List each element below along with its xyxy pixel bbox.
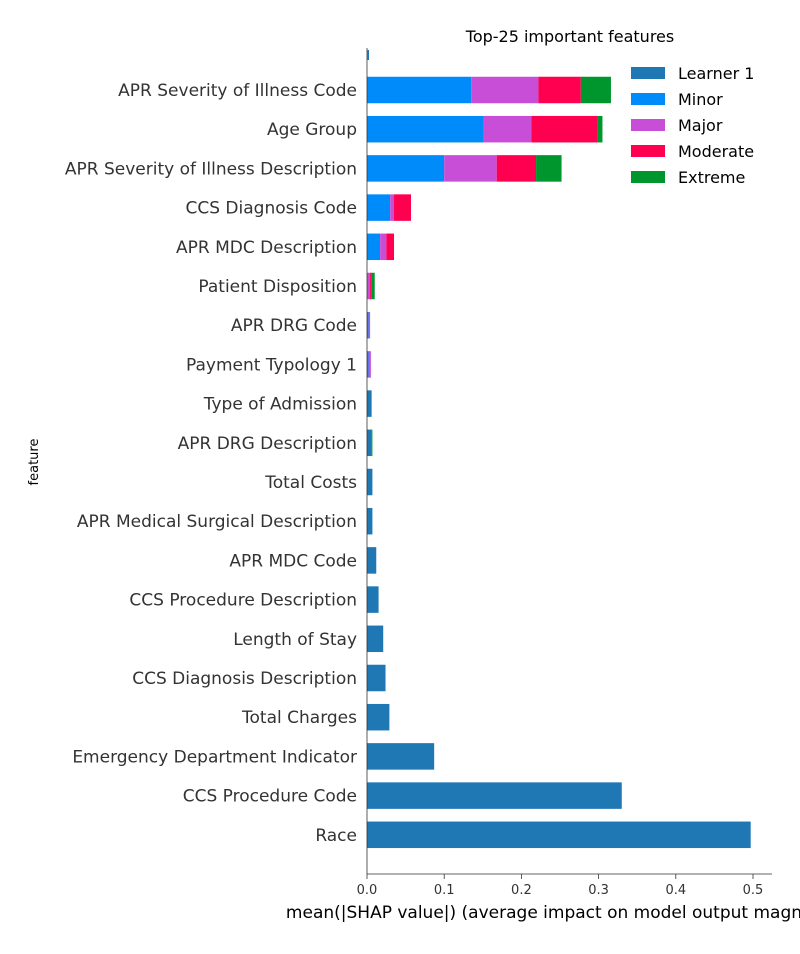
bar-minor-apr-mdc-description xyxy=(367,233,381,261)
y-tick-label: APR DRG Description xyxy=(178,434,357,454)
y-tick-label: Emergency Department Indicator xyxy=(72,747,357,767)
bar-learner-1-ccs-procedure-code xyxy=(367,782,622,809)
bar-moderate-apr-severity-of-illness-description xyxy=(496,155,537,182)
bars-layer xyxy=(367,76,751,849)
bar-learner-1-total-charges xyxy=(367,703,390,731)
bar-extreme-apr-severity-of-illness-code xyxy=(580,76,611,104)
x-tick-label: 0.2 xyxy=(511,883,532,898)
legend-swatch-major xyxy=(631,119,665,131)
y-tick-label: APR Severity of Illness Code xyxy=(118,81,357,101)
bar-major-apr-severity-of-illness-code xyxy=(471,76,539,104)
bar-minor-apr-severity-of-illness-description xyxy=(367,155,445,182)
x-tick-label: 0.1 xyxy=(434,883,455,898)
y-tick-label: Patient Disposition xyxy=(198,277,357,297)
bar-minor-age-group xyxy=(367,115,484,143)
y-axis-title: feature xyxy=(27,439,42,486)
bar-major-patient-disposition xyxy=(367,272,371,300)
bar-moderate-apr-mdc-description xyxy=(386,233,395,261)
y-tick-label: CCS Diagnosis Code xyxy=(186,199,358,219)
bar-major-apr-severity-of-illness-description xyxy=(444,155,497,182)
legend-swatch-moderate xyxy=(631,145,665,157)
legend-label-extreme: Extreme xyxy=(678,168,745,187)
bar-major-payment-typology-1 xyxy=(368,351,371,378)
y-tick-label: Total Costs xyxy=(264,473,357,493)
bar-minor-apr-severity-of-illness-code xyxy=(367,76,472,104)
bar-extreme-patient-disposition xyxy=(371,272,375,300)
bar-minor-ccs-diagnosis-code xyxy=(367,194,391,221)
bar-extreme-apr-severity-of-illness-description xyxy=(536,155,562,182)
x-tick-label: 0.3 xyxy=(588,883,609,898)
y-tick-label: APR DRG Code xyxy=(231,316,357,336)
bar-major-ccs-diagnosis-code xyxy=(390,194,395,221)
bar-learner-1-race xyxy=(367,821,751,849)
y-tick-label: Payment Typology 1 xyxy=(186,355,357,375)
bar-learner-1-type-of-admission xyxy=(367,390,372,417)
y-tick-label: Type of Admission xyxy=(203,395,357,415)
legend-swatch-minor xyxy=(631,93,665,105)
bar-moderate-age-group xyxy=(531,115,598,143)
axis-top-marker xyxy=(367,50,369,60)
x-tick-label: 0.5 xyxy=(743,883,764,898)
bar-moderate-patient-disposition xyxy=(370,272,372,300)
x-tick-label: 0.0 xyxy=(357,883,378,898)
bar-learner-1-total-costs xyxy=(367,468,373,496)
bar-learner-1-ccs-procedure-description xyxy=(367,586,379,613)
x-tick-label: 0.4 xyxy=(665,883,686,898)
y-tick-label: Length of Stay xyxy=(233,630,357,650)
legend-label-major: Major xyxy=(678,116,723,135)
y-tick-label: APR MDC Description xyxy=(176,238,357,258)
legend: Learner 1 Minor Major Moderate Extreme xyxy=(631,64,754,187)
legend-label-moderate: Moderate xyxy=(678,142,754,161)
y-tick-label: APR Severity of Illness Description xyxy=(65,159,357,179)
bar-major-apr-drg-code xyxy=(368,311,371,339)
bar-major-apr-mdc-description xyxy=(380,233,387,261)
y-tick-label: APR MDC Code xyxy=(229,551,357,571)
y-tick-label: Total Charges xyxy=(241,708,357,728)
y-tick-label: Age Group xyxy=(267,120,357,140)
x-ticks: 0.0 0.1 0.2 0.3 0.4 0.5 xyxy=(357,874,764,898)
bar-major-age-group xyxy=(483,115,532,143)
bar-minor-apr-drg-code xyxy=(367,311,369,339)
bar-minor-payment-typology-1 xyxy=(367,351,369,378)
bar-moderate-apr-severity-of-illness-code xyxy=(538,76,581,104)
x-axis-title: mean(|SHAP value|) (average impact on mo… xyxy=(286,903,800,923)
bar-extreme-apr-drg-description xyxy=(371,429,373,457)
legend-label-learner-1: Learner 1 xyxy=(678,64,754,83)
bar-learner-1-apr-mdc-code xyxy=(367,547,377,574)
y-tick-label: CCS Procedure Description xyxy=(129,591,357,611)
bar-learner-1-emergency-department-indicator xyxy=(367,743,435,770)
legend-swatch-extreme xyxy=(631,171,665,183)
y-tick-label: CCS Diagnosis Description xyxy=(132,669,357,689)
bar-learner-1-apr-medical-surgical-description xyxy=(367,507,373,535)
bar-extreme-age-group xyxy=(597,115,603,143)
y-tick-label: Race xyxy=(315,826,357,846)
y-tick-label: APR Medical Surgical Description xyxy=(77,512,357,532)
legend-swatch-learner-1 xyxy=(631,67,665,79)
bar-learner-1-ccs-diagnosis-description xyxy=(367,664,386,692)
y-labels: APR Severity of Illness Code Age Group APR… xyxy=(65,81,357,846)
bar-moderate-ccs-diagnosis-code xyxy=(394,194,412,221)
legend-label-minor: Minor xyxy=(678,90,723,109)
y-tick-label: CCS Procedure Code xyxy=(183,787,357,807)
bar-learner-1-length-of-stay xyxy=(367,625,384,653)
bar-learner-1-apr-drg-description xyxy=(367,429,372,457)
axis-layer: 0.0 0.1 0.2 0.3 0.4 0.5 APR Severity of Illne… xyxy=(65,48,772,898)
chart-title: Top-25 important features xyxy=(465,27,674,46)
